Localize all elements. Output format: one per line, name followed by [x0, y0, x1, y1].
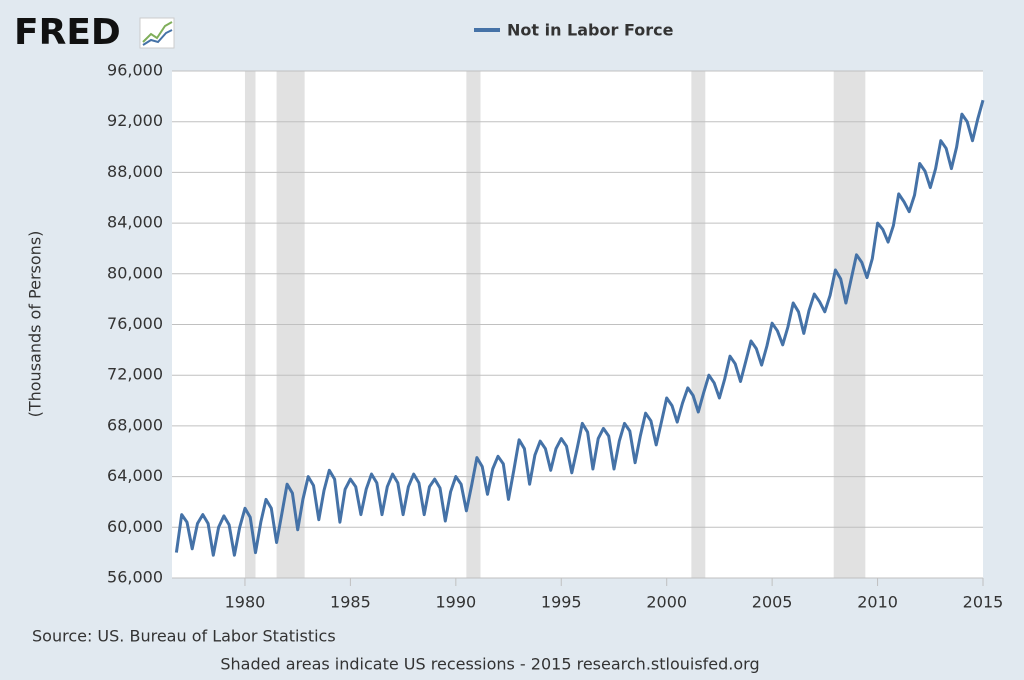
y-tick-label: 92,000 — [107, 111, 163, 130]
note: Shaded areas indicate US recessions - 20… — [220, 655, 759, 674]
y-tick-label: 96,000 — [107, 61, 163, 80]
series-line — [174, 99, 985, 557]
logo: FRED — [14, 12, 121, 53]
x-tick-label: 1990 — [435, 593, 476, 612]
x-tick-label: 2010 — [857, 593, 898, 612]
x-tick-label: 1980 — [225, 593, 266, 612]
y-tick-label: 56,000 — [107, 568, 163, 587]
x-tick-label: 2000 — [646, 593, 687, 612]
x-tick-label: 1995 — [541, 593, 582, 612]
y-tick-label: 68,000 — [107, 415, 163, 434]
y-tick-label: 64,000 — [107, 466, 163, 485]
y-tick-label: 84,000 — [107, 213, 163, 232]
logo-icon — [139, 17, 175, 49]
y-tick-label: 76,000 — [107, 314, 163, 333]
y-tick-label: 72,000 — [107, 365, 163, 384]
x-tick-label: 1985 — [330, 593, 371, 612]
y-tick-label: 80,000 — [107, 263, 163, 282]
y-tick-label: 60,000 — [107, 517, 163, 536]
x-tick-label: 2015 — [963, 593, 1004, 612]
source: Source: US. Bureau of Labor Statistics — [32, 627, 336, 646]
x-tick-label: 2005 — [752, 593, 793, 612]
legend-label: Not in Labor Force — [507, 21, 674, 40]
y-axis-label: (Thousands of Persons) — [26, 231, 45, 418]
y-tick-label: 88,000 — [107, 162, 163, 181]
